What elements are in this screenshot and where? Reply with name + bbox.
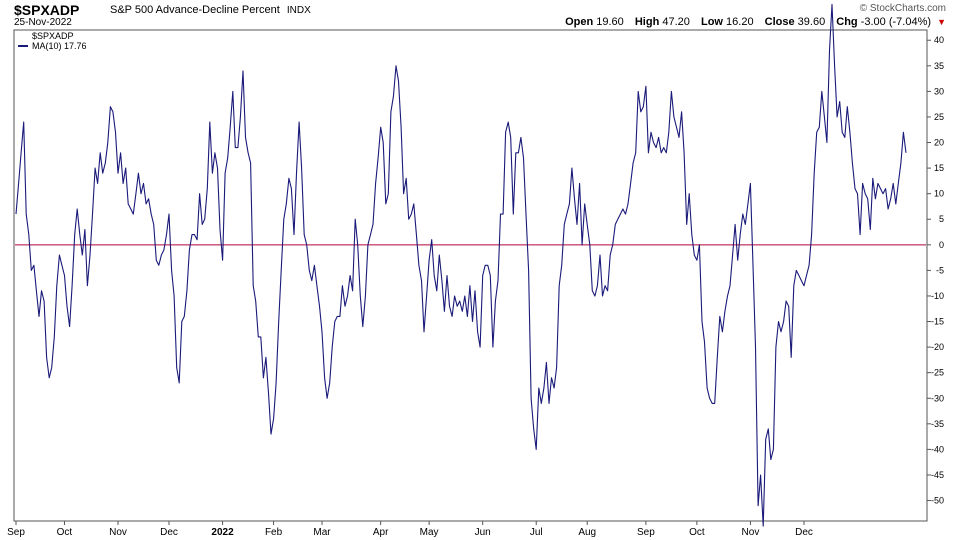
y-tick-label: -5 xyxy=(936,265,944,275)
open-value: 19.60 xyxy=(596,16,624,28)
y-tick-label: -30 xyxy=(931,393,944,403)
y-tick-label: 30 xyxy=(934,86,944,96)
y-tick-label: -35 xyxy=(931,419,944,429)
chart-symbol: $SPXADP xyxy=(14,2,80,18)
low-label: Low xyxy=(700,16,723,28)
down-triangle-icon: ▼ xyxy=(937,17,946,27)
y-tick-label: 40 xyxy=(934,35,944,45)
brand-link[interactable]: © StockCharts.com xyxy=(859,3,946,14)
x-tick-label: Jul xyxy=(530,527,543,538)
low-value: 16.20 xyxy=(726,16,754,28)
y-tick-label: 20 xyxy=(934,138,944,148)
x-tick-label: Mar xyxy=(313,527,331,538)
chart-name-text: S&P 500 Advance-Decline Percent xyxy=(110,4,280,16)
x-tick-label: Oct xyxy=(57,527,73,538)
close-value: 39.60 xyxy=(797,16,826,28)
y-tick-label: 5 xyxy=(939,214,944,224)
x-tick-label: Nov xyxy=(109,527,127,538)
open-label: Open xyxy=(565,16,594,28)
chart-exchange: INDX xyxy=(286,5,311,16)
x-tick-label: May xyxy=(420,527,439,538)
chart-name: S&P 500 Advance-Decline Percent INDX xyxy=(110,4,311,16)
y-tick-label: -25 xyxy=(931,368,944,378)
y-axis: 40 35 30 25 20 15 10 5 0 -5 -10 -15 -20 -25 -30 -35 -40 -… xyxy=(927,35,944,506)
x-axis: Sep Oct Nov Dec 2022 Feb Mar Apr May Jun Jul Aug Sep… xyxy=(7,521,813,538)
y-tick-label: 15 xyxy=(934,163,944,173)
ohlc-readout: Open 19.60 High 47.20 Low 16.20 Close 39… xyxy=(565,16,946,28)
chart-date: 25-Nov-2022 xyxy=(14,17,72,28)
chg-label: Chg xyxy=(836,16,858,28)
x-tick-label: Apr xyxy=(373,527,389,538)
high-label: High xyxy=(634,16,660,28)
legend-series-label: $SPXADP xyxy=(32,31,74,41)
y-tick-label: -40 xyxy=(931,444,944,454)
x-tick-label: Feb xyxy=(265,527,283,538)
x-tick-label: Jun xyxy=(475,527,491,538)
legend: $SPXADP MA(10) 17.76 xyxy=(18,31,87,51)
x-tick-label: Sep xyxy=(637,527,655,538)
y-tick-label: -45 xyxy=(931,470,944,480)
y-tick-label: 10 xyxy=(934,189,944,199)
plot-frame xyxy=(13,29,928,522)
x-tick-label: Sep xyxy=(7,527,25,538)
y-tick-label: -10 xyxy=(931,291,944,301)
legend-ma-label: MA(10) 17.76 xyxy=(32,41,87,51)
y-tick-label: -50 xyxy=(931,496,944,506)
y-tick-label: -15 xyxy=(931,317,944,327)
x-tick-label: Dec xyxy=(795,527,813,538)
x-tick-label: Nov xyxy=(742,527,760,538)
x-tick-label: Oct xyxy=(689,527,705,538)
high-value: 47.20 xyxy=(662,16,690,28)
x-tick-label: Dec xyxy=(160,527,178,538)
y-tick-label: -20 xyxy=(931,342,944,352)
y-tick-label: 35 xyxy=(934,61,944,71)
y-tick-label: 0 xyxy=(939,240,944,250)
y-tick-label: 25 xyxy=(934,112,944,122)
series-line-spxadp xyxy=(15,3,907,527)
x-tick-label: 2022 xyxy=(211,527,234,538)
x-tick-label: Aug xyxy=(578,527,596,538)
close-label: Close xyxy=(764,16,795,28)
chg-value: -3.00 (-7.04%) xyxy=(860,16,932,28)
